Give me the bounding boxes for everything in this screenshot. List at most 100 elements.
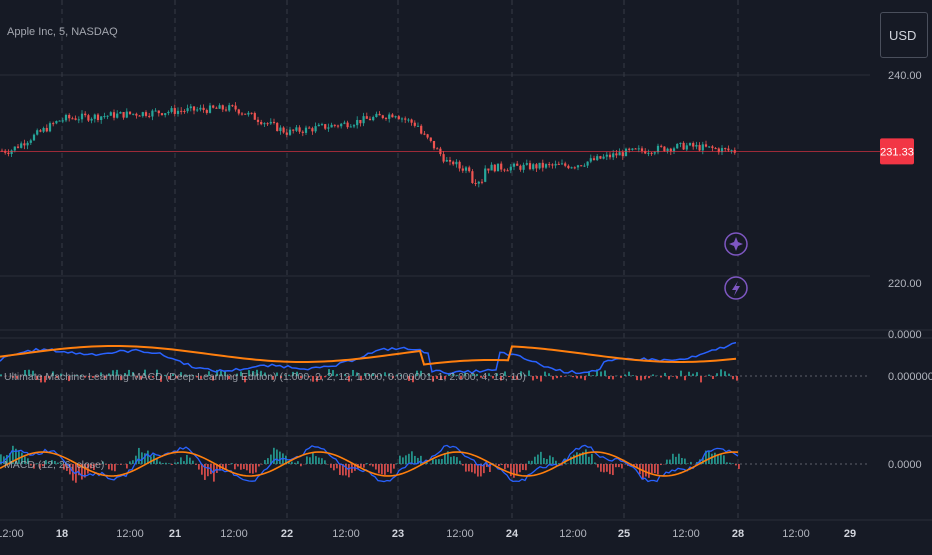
candle-body <box>87 115 89 120</box>
macd-histogram-bar <box>195 464 197 465</box>
candle-body <box>273 122 275 123</box>
ml-macd-histogram-bar <box>708 375 710 376</box>
candle-body <box>577 165 579 167</box>
candle-body <box>190 106 192 108</box>
candle-body <box>257 120 259 122</box>
ml-macd-histogram-bar <box>704 376 706 377</box>
candle-body <box>91 119 93 121</box>
macd-histogram-bar <box>711 454 713 464</box>
macd-histogram-bar <box>720 454 722 464</box>
macd-histogram-bar <box>108 464 110 469</box>
macd-histogram-bar <box>732 463 734 464</box>
candle-body <box>708 146 710 147</box>
macd-histogram-bar <box>198 464 200 470</box>
candle-body <box>583 166 585 167</box>
macd-histogram-bar <box>606 464 608 472</box>
candle-body <box>132 114 134 115</box>
candle-body <box>603 157 605 159</box>
candle-body <box>558 164 560 165</box>
macd-histogram-bar <box>165 463 167 464</box>
candle-body <box>123 112 125 118</box>
candle-body <box>478 182 480 184</box>
candle-body <box>404 118 406 119</box>
candle-body <box>436 148 438 149</box>
candle-body <box>299 127 301 131</box>
macd-histogram-bar <box>516 464 518 474</box>
macd-histogram-bar <box>207 464 209 476</box>
candle-body <box>94 115 96 119</box>
candle-body <box>203 108 205 110</box>
candle-body <box>526 163 528 165</box>
ml-macd-histogram-bar <box>608 376 610 379</box>
candle-body <box>385 118 387 119</box>
macd-histogram-bar <box>330 464 332 468</box>
candle-body <box>663 147 665 152</box>
candle-body <box>353 125 355 126</box>
time-tick-label: 28 <box>732 528 744 540</box>
candle-body <box>283 128 285 133</box>
currency-selector[interactable]: USD <box>880 12 928 58</box>
candle-body <box>500 164 502 170</box>
candle-body <box>561 163 563 164</box>
macd-histogram-bar <box>312 453 314 464</box>
candle-body <box>318 125 320 126</box>
macd-histogram-bar <box>348 464 350 477</box>
candle-body <box>20 143 22 147</box>
candle-body <box>647 153 649 154</box>
candle-body <box>539 163 541 169</box>
candle-body <box>497 164 499 172</box>
candle-body <box>555 164 557 166</box>
candle-body <box>535 164 537 168</box>
candle-body <box>372 117 374 120</box>
candle-body <box>542 163 544 168</box>
macd-histogram-bar <box>120 464 122 465</box>
candle-body <box>305 128 307 133</box>
macd-histogram-bar <box>459 461 461 464</box>
candle-body <box>164 113 166 115</box>
ml-macd-zero-tick: 0.00000000 <box>888 371 932 383</box>
candle-body <box>468 167 470 171</box>
macd-histogram-bar <box>552 457 554 464</box>
candle-body <box>212 105 214 107</box>
candle-body <box>36 130 38 134</box>
candle-body <box>334 125 336 126</box>
macd-histogram-bar <box>528 461 530 464</box>
candle-body <box>180 111 182 112</box>
macd-histogram-bar <box>306 456 308 464</box>
macd-histogram-bar <box>687 463 689 464</box>
ml-macd-histogram-bar <box>632 375 634 376</box>
candle-body <box>519 166 521 170</box>
candle-body <box>49 123 51 131</box>
macd-histogram-bar <box>645 464 647 477</box>
macd-histogram-bar <box>726 462 728 464</box>
chart-grid <box>0 0 932 520</box>
candle-body <box>510 167 512 171</box>
candle-body <box>667 149 669 151</box>
macd-histogram-bar <box>471 464 473 472</box>
candle-body <box>443 154 445 161</box>
candle-body <box>27 143 29 146</box>
macd-histogram-bar <box>621 464 623 468</box>
candle-body <box>401 118 403 119</box>
candle-body <box>279 128 281 131</box>
candle-body <box>398 116 400 119</box>
macd-histogram-bar <box>291 462 293 464</box>
candle-body <box>30 140 32 142</box>
macd-histogram-bar <box>672 454 674 464</box>
macd-histogram-bar <box>735 464 737 465</box>
ml-macd-histogram-bar <box>652 374 654 376</box>
candle-body <box>449 160 451 162</box>
macd-histogram-bar <box>435 459 437 464</box>
macd-histogram-bar <box>615 464 617 467</box>
ml-macd-histogram-bar <box>716 373 718 376</box>
candle-body <box>599 156 601 159</box>
candle-body <box>580 165 582 166</box>
macd-histogram-bar <box>657 464 659 474</box>
ml-macd-histogram-bar <box>544 372 546 376</box>
candle-body <box>423 134 425 135</box>
time-tick-label: 12:00 <box>446 528 474 540</box>
candle-body <box>75 118 77 119</box>
macd-histogram-bar <box>660 464 662 465</box>
candle-body <box>270 122 272 124</box>
